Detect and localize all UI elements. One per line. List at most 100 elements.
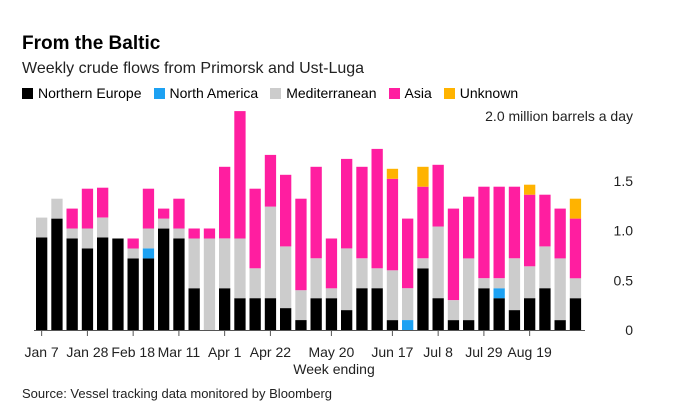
bar-segment	[142, 258, 155, 330]
bar-segment	[524, 194, 536, 267]
legend-label: North America	[169, 85, 259, 101]
bar-segment	[81, 248, 94, 330]
legend-swatch	[270, 87, 282, 99]
bar-segment	[66, 228, 78, 239]
bar-segment	[203, 228, 216, 239]
bar-segment	[447, 208, 460, 301]
bar-segment	[173, 238, 185, 330]
bar-segment	[310, 166, 322, 259]
bar-segment	[142, 248, 155, 259]
x-tick-label: Jul 29	[465, 344, 503, 360]
bar-segment	[112, 238, 124, 330]
bar-segment	[127, 258, 139, 330]
bar-segment	[173, 228, 185, 239]
bar-segment	[234, 238, 246, 299]
bar-segment	[508, 258, 521, 311]
bar-segment	[493, 186, 505, 279]
bar-segment	[493, 298, 505, 330]
bar-segment	[569, 198, 582, 219]
bar-segment	[81, 228, 94, 249]
bar-segment	[386, 168, 399, 179]
bar-segment	[127, 238, 139, 249]
bar-segment	[325, 288, 338, 299]
y-tick-label: 1.0	[614, 223, 634, 239]
bar-segment	[127, 248, 139, 259]
bar-segment	[142, 228, 155, 249]
y-axis-label: 2.0 million barrels a day	[485, 108, 633, 124]
bar-segment	[264, 154, 277, 207]
bar-segment	[51, 198, 63, 219]
legend-item: Northern Europe	[22, 85, 142, 101]
x-tick-label: May 20	[308, 344, 354, 360]
legend-item: Unknown	[443, 85, 518, 101]
bar-segment	[478, 186, 490, 279]
x-tick-label: Jun 17	[371, 344, 413, 360]
bar-segment	[402, 320, 414, 331]
bar-segment	[341, 248, 353, 311]
bar-segment	[81, 188, 94, 229]
bar-segment	[524, 298, 536, 330]
bar-segment	[188, 288, 200, 330]
bar-segment	[524, 266, 536, 299]
bar-segment	[295, 198, 307, 291]
bar-segment	[554, 320, 566, 331]
x-axis-label: Week ending	[293, 361, 374, 377]
chart-subtitle: Weekly crude flows from Primorsk and Ust…	[22, 60, 365, 77]
bar-segment	[295, 320, 307, 331]
bar-segment	[142, 188, 155, 229]
bar-segment	[158, 208, 170, 219]
x-tick-label: Feb 18	[111, 344, 155, 360]
bar-segment	[325, 298, 338, 330]
bar-segment	[249, 298, 261, 330]
legend-label: Mediterranean	[286, 85, 377, 101]
chart-title: From the Baltic	[22, 33, 161, 54]
legend: Northern Europe North America Mediterranea…	[22, 85, 530, 101]
bar-segment	[280, 308, 292, 330]
bar-segment	[36, 217, 48, 238]
bar-segment	[249, 268, 261, 299]
bar-segment	[447, 320, 460, 331]
bar-segment	[554, 208, 566, 259]
legend-label: Asia	[404, 85, 432, 101]
bar-segment	[402, 218, 414, 289]
bar-segment	[341, 310, 353, 330]
x-tick-label: Jul 8	[423, 344, 453, 360]
bar-segment	[478, 278, 490, 289]
bar-segment	[325, 238, 338, 289]
bar-segment	[356, 166, 368, 259]
bar-segment	[569, 298, 582, 330]
bar-segment	[478, 288, 490, 330]
bar-segment	[539, 246, 551, 289]
bar-segment	[188, 228, 200, 239]
bar-segment	[356, 288, 368, 330]
bar-segment	[51, 218, 63, 330]
legend-item: North America	[153, 85, 259, 101]
bar-segment	[417, 186, 429, 259]
bar-segment	[188, 238, 200, 289]
bar-segment	[539, 194, 551, 247]
legend-label: Northern Europe	[38, 85, 142, 101]
bar-segment	[219, 238, 231, 289]
bar-segment	[234, 111, 246, 239]
y-tick-label: 0	[625, 322, 633, 338]
bar-segment	[97, 237, 109, 330]
bar-segment	[417, 258, 429, 269]
bar-segment	[508, 186, 521, 259]
x-tick-label: Apr 22	[250, 344, 291, 360]
bar-segment	[371, 288, 383, 330]
legend-swatch	[153, 87, 165, 99]
bar-segment	[219, 166, 231, 239]
bar-segment	[432, 298, 444, 330]
legend-item: Mediterranean	[270, 85, 377, 101]
x-tick-label: Jan 7	[24, 344, 58, 360]
bar-segment	[493, 288, 505, 299]
legend-swatch	[22, 87, 33, 99]
bar-segment	[432, 226, 444, 299]
bar-segment	[371, 148, 383, 269]
bar-segment	[493, 278, 505, 289]
x-tick-label: Aug 19	[507, 344, 552, 360]
bar-segment	[97, 187, 109, 218]
bar-segment	[417, 166, 429, 187]
bar-segment	[310, 298, 322, 330]
